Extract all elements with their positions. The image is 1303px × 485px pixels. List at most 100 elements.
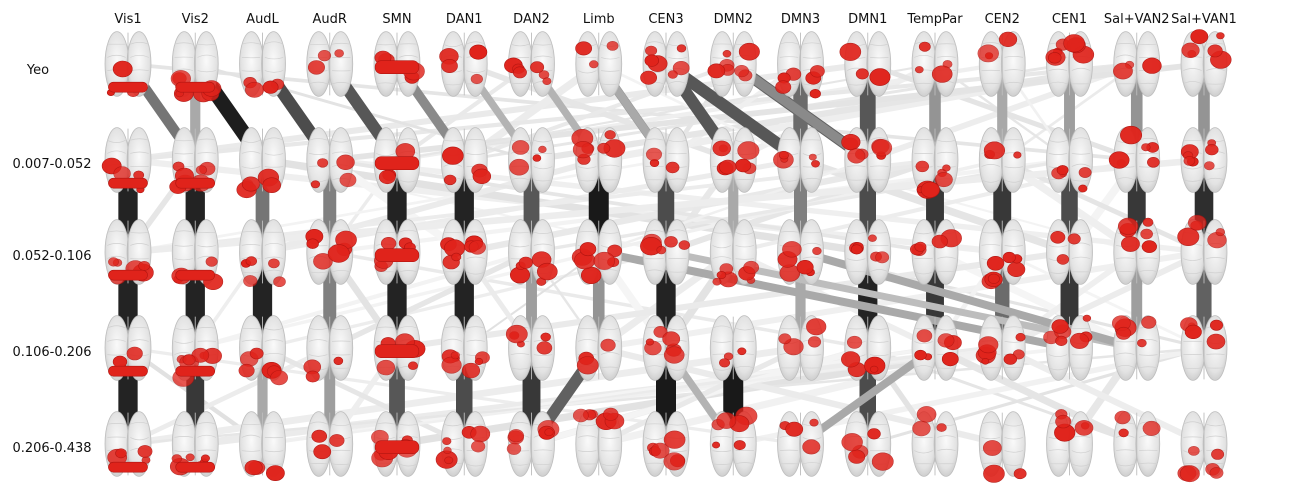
brain-map: [439, 31, 488, 97]
row-label: 0.007-0.052: [12, 157, 91, 172]
brain-map: [1046, 219, 1093, 285]
column-label: CEN3: [648, 12, 683, 27]
brain-map: [440, 127, 492, 193]
brain-map: [911, 406, 959, 477]
brain-map: [306, 127, 357, 193]
row-labels: Yeo 0.007-0.052 0.052-0.106 0.106-0.206 0.20…: [12, 63, 91, 456]
brain-map: [707, 31, 760, 97]
brain-map: [373, 31, 425, 97]
column-label: DMN3: [781, 12, 820, 27]
row-label: 0.052-0.106: [12, 249, 91, 264]
brain-map: [1180, 127, 1228, 193]
brain-map: [571, 219, 623, 285]
brain-map: [909, 219, 962, 285]
brain-map: [169, 411, 219, 477]
brain-map: [1046, 127, 1093, 193]
brain-map: [709, 406, 758, 477]
brain-map: [640, 31, 690, 97]
column-label: CEN1: [1052, 12, 1087, 27]
column-label: Sal+VAN2: [1104, 12, 1170, 27]
brain-map: [1177, 214, 1228, 285]
brain-map: [1043, 314, 1093, 381]
faint-link: [1000, 345, 1206, 447]
brain-map: [440, 219, 488, 285]
brain-map: [1113, 31, 1162, 97]
brain-map: [575, 315, 623, 381]
brain-map: [169, 127, 219, 194]
brain-map: [975, 315, 1026, 381]
brain-grid: [101, 29, 1232, 483]
brain-map: [1108, 125, 1161, 193]
brain-map: [239, 219, 286, 288]
column-label: DMN2: [714, 12, 753, 27]
column-label: SMN: [382, 12, 411, 27]
brain-map: [571, 127, 626, 193]
brain-map: [373, 315, 426, 381]
column-label: Limb: [583, 12, 615, 27]
brain-map: [506, 411, 560, 477]
brain-map: [977, 31, 1026, 97]
brain-map: [104, 411, 153, 477]
column-label: TempPar: [906, 12, 963, 27]
brain-map: [642, 315, 690, 381]
row-label: Yeo: [26, 63, 49, 78]
brain-map: [709, 219, 760, 288]
brain-map: [841, 127, 893, 193]
column-label: Vis2: [182, 12, 209, 27]
brain-map: [504, 31, 555, 97]
brain-map: [505, 315, 555, 381]
faint-link: [262, 346, 936, 446]
brain-map: [1111, 315, 1161, 381]
brain-map: [777, 411, 824, 477]
column-label: Vis1: [114, 12, 141, 27]
brain-map: [911, 31, 959, 97]
brain-map: [642, 127, 690, 193]
brain-map: [104, 219, 154, 285]
brain-map: [306, 31, 354, 97]
brain-map: [508, 219, 558, 286]
column-label: AudL: [246, 12, 279, 27]
row-label: 0.106-0.206: [12, 345, 91, 360]
brain-map: [440, 315, 490, 381]
brain-map: [773, 127, 824, 193]
brain-map: [911, 315, 962, 381]
brain-map: [305, 219, 357, 285]
brain-map: [775, 31, 825, 99]
brain-map: [978, 411, 1027, 483]
faint-link: [933, 344, 1139, 448]
brain-map: [978, 127, 1026, 193]
column-label: CEN2: [985, 12, 1020, 27]
brain-map: [1113, 217, 1161, 285]
brain-map: [575, 31, 623, 97]
brain-map: [777, 315, 827, 381]
brain-map: [239, 411, 286, 481]
column-label: DMN1: [848, 12, 887, 27]
column-label: DAN2: [513, 12, 550, 27]
brain-map: [101, 127, 152, 194]
brain-map: [238, 315, 289, 386]
brain-map: [709, 315, 757, 381]
brain-map: [841, 411, 894, 477]
column-label: DAN1: [446, 12, 483, 27]
brain-map: [104, 315, 152, 381]
brain-map: [839, 31, 892, 97]
brain-map: [777, 219, 824, 285]
column-label: AudR: [313, 12, 347, 27]
brain-map: [373, 127, 421, 193]
brain-map: [170, 31, 222, 103]
brain-map: [1045, 31, 1095, 97]
brain-map: [978, 219, 1026, 290]
brain-map: [1046, 409, 1094, 477]
brain-map: [435, 411, 491, 477]
brain-map: [508, 127, 555, 193]
network-link: [662, 59, 804, 165]
faint-link: [1000, 249, 1206, 351]
brain-map: [171, 315, 222, 387]
network-link: [798, 344, 938, 448]
brain-map: [709, 127, 760, 193]
brain-map: [1113, 410, 1161, 477]
brain-map: [844, 219, 892, 285]
brain-map: [841, 315, 892, 381]
brain-map: [306, 411, 354, 477]
